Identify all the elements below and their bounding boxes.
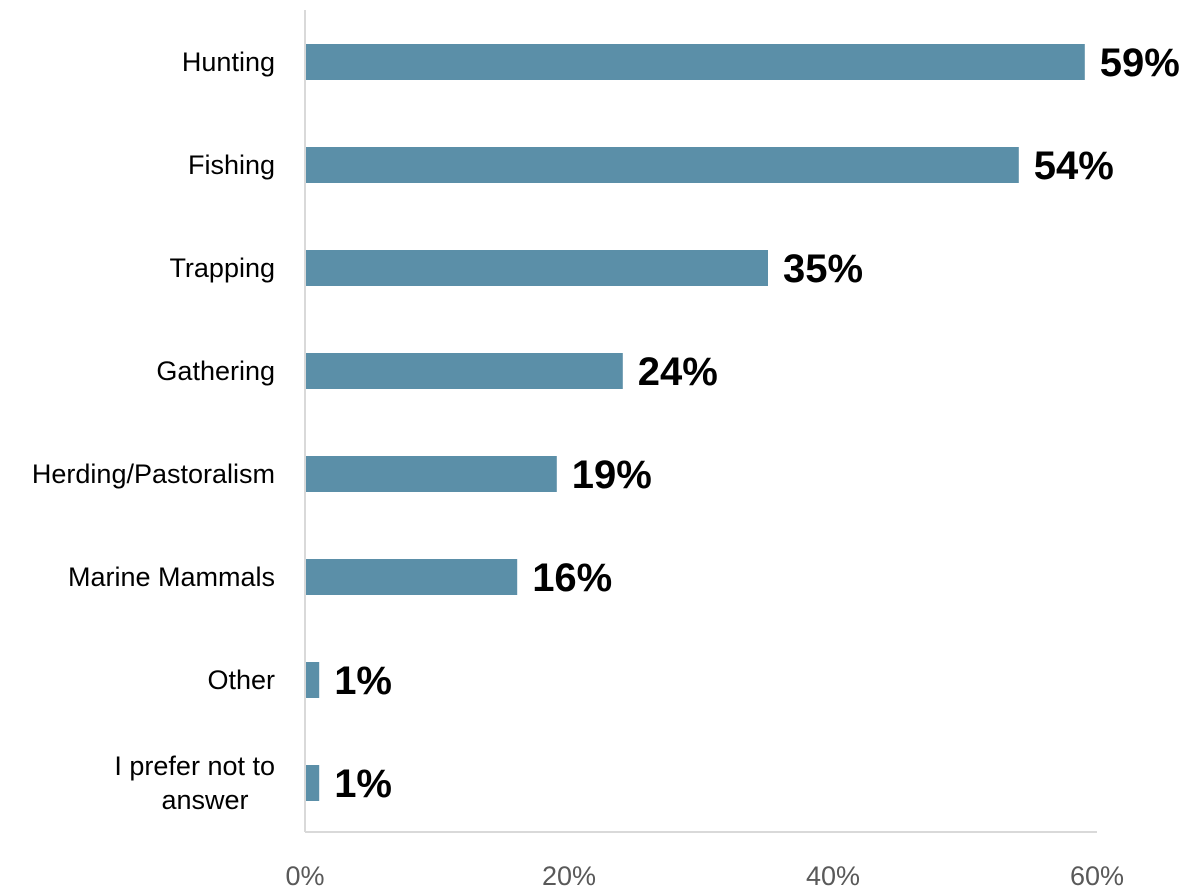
data-label: 16% — [532, 556, 612, 600]
category-label: Hunting — [182, 47, 275, 77]
category-label: Marine Mammals — [68, 562, 275, 592]
bar — [306, 44, 1085, 80]
x-tick-label: 60% — [1070, 861, 1124, 888]
category-label: Fishing — [188, 150, 275, 180]
data-label: 1% — [334, 762, 392, 806]
data-label: 1% — [334, 659, 392, 703]
category-label: answer — [161, 785, 248, 815]
category-label: Trapping — [169, 253, 275, 283]
category-label: Other — [207, 665, 275, 695]
data-label: 24% — [638, 350, 718, 394]
x-tick-label: 0% — [285, 861, 324, 888]
x-tick-label: 20% — [542, 861, 596, 888]
bar — [306, 662, 320, 698]
data-label: 35% — [783, 247, 863, 291]
bar — [306, 765, 320, 801]
category-label: I prefer not to — [114, 751, 275, 781]
bar — [306, 250, 768, 286]
data-label: 19% — [572, 453, 652, 497]
bar — [306, 147, 1019, 183]
labels-layer: 59% Hunting 54% Fishing 35% Trapping 24% Gather… — [32, 41, 1180, 888]
category-label: Herding/Pastoralism — [32, 459, 275, 489]
data-label: 59% — [1100, 41, 1180, 85]
x-tick-label: 40% — [806, 861, 860, 888]
bars-layer — [306, 44, 1085, 801]
data-label: 54% — [1034, 144, 1114, 188]
category-label: Gathering — [156, 356, 275, 386]
bar — [306, 559, 518, 595]
axes-layer — [304, 10, 1097, 833]
bar — [306, 456, 557, 492]
bar — [306, 353, 623, 389]
